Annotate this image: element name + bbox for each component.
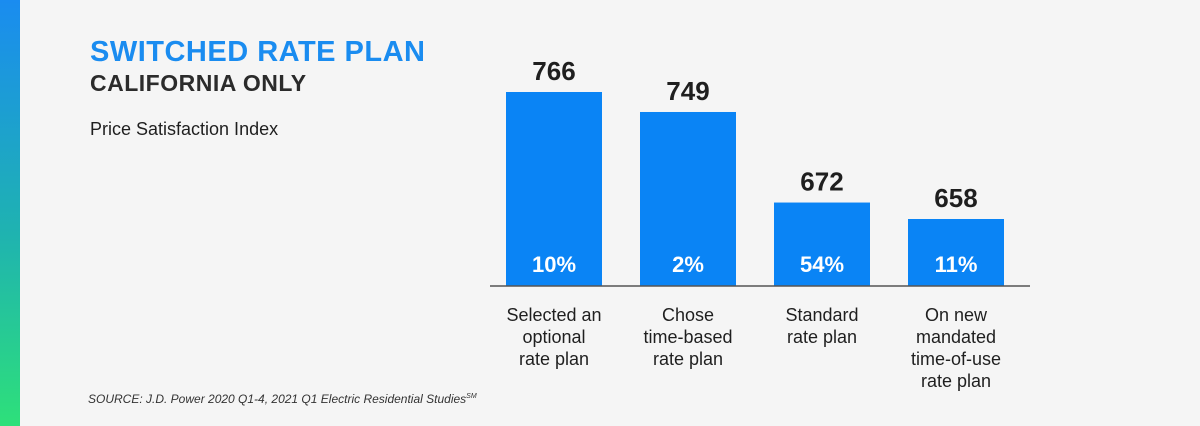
bar-value-label: 672: [800, 167, 843, 197]
bar-value-label: 766: [532, 56, 575, 86]
bar-percent-label: 54%: [800, 252, 844, 277]
category-label: Chose time-based rate plan: [618, 304, 758, 370]
chart-subtitle: CALIFORNIA ONLY: [90, 70, 307, 96]
category-label-line: rate plan: [920, 371, 992, 391]
bar-percent-label: 10%: [532, 252, 576, 277]
source-text: SOURCE: J.D. Power 2020 Q1-4, 2021 Q1 El…: [88, 392, 467, 406]
bar: [908, 219, 1004, 286]
source-note: SOURCE: J.D. Power 2020 Q1-4, 2021 Q1 El…: [88, 392, 477, 406]
category-label: Standard rate plan: [752, 304, 892, 348]
category-label-line: Selected an: [506, 305, 602, 325]
bar-value-label: 749: [666, 76, 709, 106]
bar: [774, 202, 870, 286]
category-label-line: time-based: [643, 327, 733, 347]
category-label: On new mandated time-of-use rate plan: [886, 304, 1026, 392]
category-label-line: rate plan: [652, 349, 724, 369]
chart-title: SWITCHED RATE PLAN: [90, 36, 426, 68]
category-label-line: Chose: [661, 305, 715, 325]
bar: [640, 111, 736, 286]
category-label-line: time-of-use: [910, 349, 1002, 369]
category-label-line: rate plan: [518, 349, 590, 369]
category-label-line: Standard: [785, 305, 859, 325]
bar-percent-label: 2%: [672, 252, 704, 277]
bar-percent-label: 11%: [935, 252, 978, 277]
bar-value-label: 658: [934, 183, 977, 213]
category-label-line: mandated: [915, 327, 997, 347]
category-label-line: On new: [924, 305, 988, 325]
bar: [506, 92, 602, 286]
category-label-line: optional: [522, 327, 586, 347]
metric-label: Price Satisfaction Index: [90, 119, 279, 139]
category-label-line: rate plan: [786, 327, 858, 347]
gradient-accent-bar: [0, 0, 20, 426]
category-label: Selected an optional rate plan: [484, 304, 624, 370]
service-mark: SM: [466, 393, 477, 400]
